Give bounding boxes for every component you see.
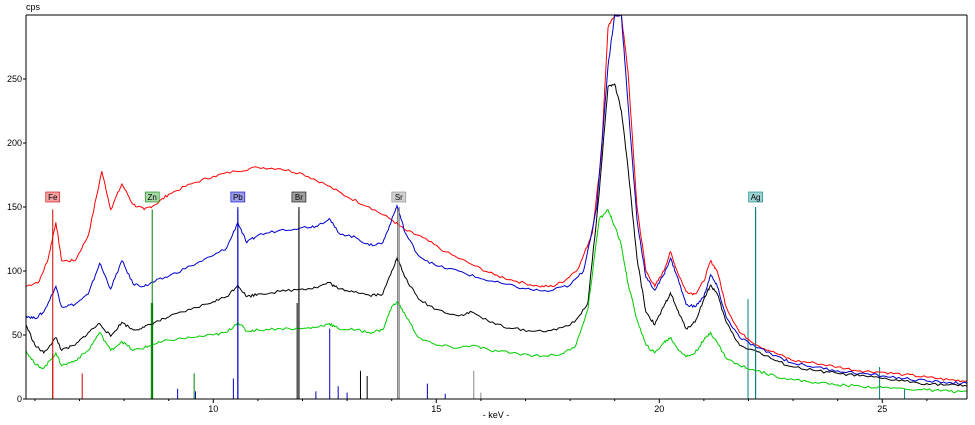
axes-layer: 0 50 100 150 200 250 10 15 20 25 [7, 14, 968, 414]
y-tick-label-250: 250 [7, 74, 22, 84]
x-tick-label-25: 25 [877, 404, 887, 414]
marker-label-ag: Ag [751, 193, 761, 202]
marker-label-fe: Fe [48, 193, 58, 202]
marker-label-bg-sr [391, 191, 407, 203]
x-tick-label-10: 10 [208, 404, 218, 414]
marker-label-pb: Pb [233, 193, 243, 202]
x-tick-label-15: 15 [431, 404, 441, 414]
y-tick-label-0: 0 [17, 394, 22, 404]
x-axis-title: - keV - [483, 410, 510, 420]
series-layer [25, 13, 968, 394]
marker-label-bg-fe [45, 191, 61, 203]
x-tick-label-20: 20 [654, 404, 664, 414]
y-tick-label-50: 50 [12, 330, 22, 340]
marker-label-bg-zn [144, 191, 160, 203]
emission-lines-layer [52, 207, 906, 399]
y-tick-label-200: 200 [7, 138, 22, 148]
y-tick-label-100: 100 [7, 266, 22, 276]
y-axis-title: cps [26, 2, 41, 12]
marker-label-br: Br [295, 193, 303, 202]
series-line-1 [25, 13, 968, 385]
marker-label-zn: Zn [148, 193, 157, 202]
y-tick-label-150: 150 [7, 202, 22, 212]
series-line-3 [25, 208, 968, 394]
series-line-0 [25, 14, 968, 383]
marker-label-sr: Sr [395, 193, 403, 202]
marker-label-bg-ag [748, 191, 763, 203]
marker-label-bg-pb [230, 191, 246, 203]
series-line-2 [25, 83, 968, 387]
element-markers-layer: Fe Zn Pb Br Sr Ag [45, 191, 763, 399]
marker-label-bg-br [291, 191, 307, 203]
